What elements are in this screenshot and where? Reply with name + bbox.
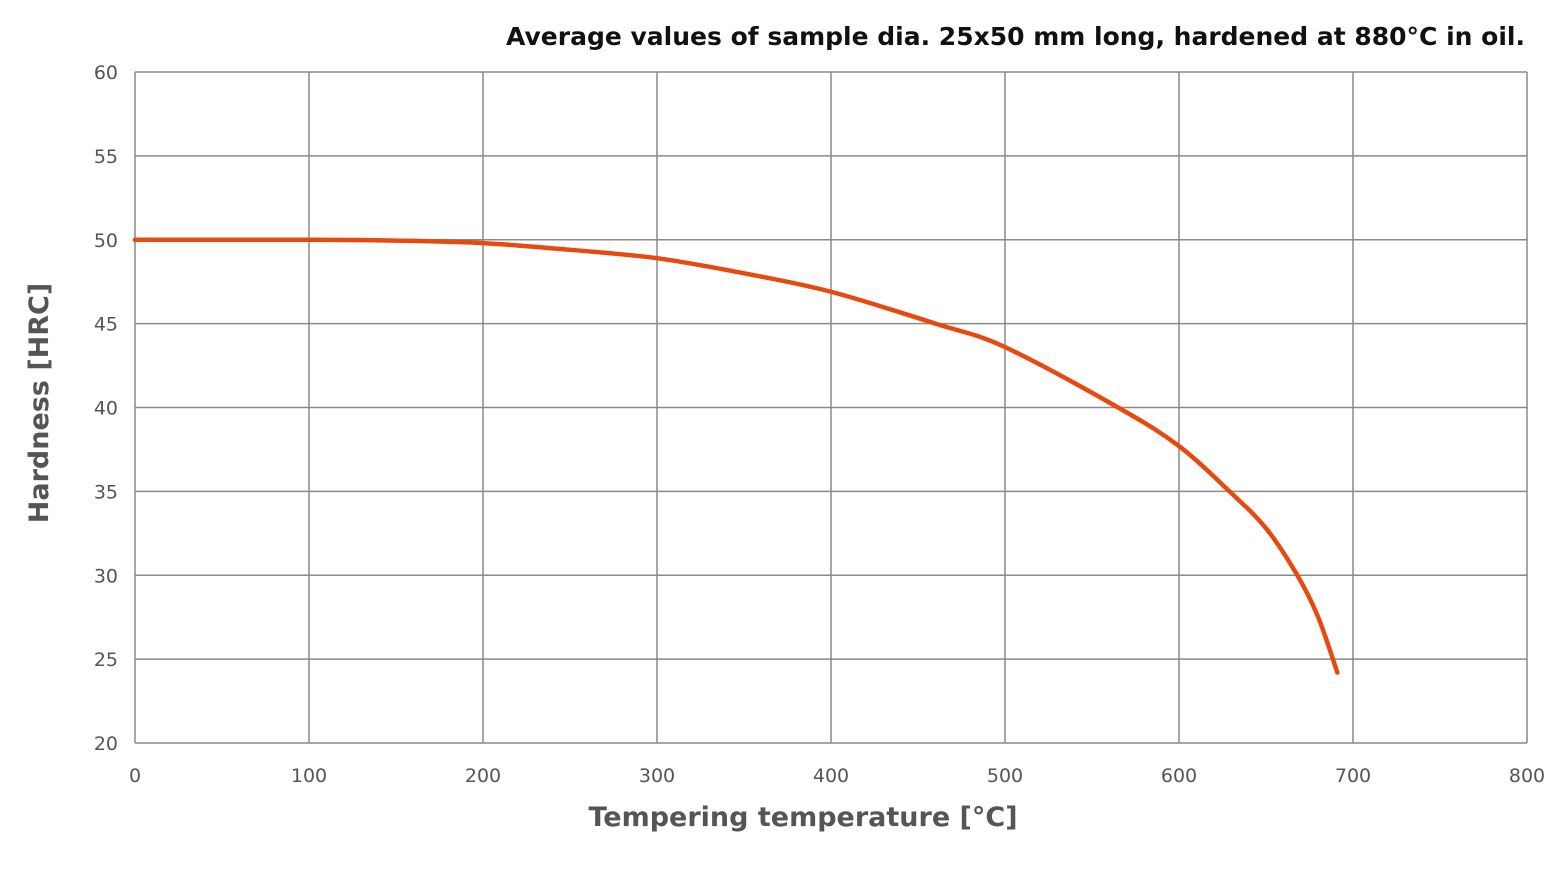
y-tick-label: 45: [94, 314, 118, 336]
x-tick-label: 800: [1509, 765, 1545, 787]
tick-labels: 0 100 200 300 400 500 600 700 800 20 25 30 35 40 45 50 5…: [94, 62, 1545, 787]
y-tick-label: 35: [94, 481, 118, 503]
chart-title: Average values of sample dia. 25x50 mm l…: [506, 22, 1525, 51]
grid: [134, 71, 1528, 744]
y-tick-label: 60: [94, 62, 118, 84]
y-tick-label: 25: [94, 649, 118, 671]
y-tick-label: 40: [94, 398, 118, 420]
x-tick-label: 700: [1335, 765, 1371, 787]
x-tick-label: 100: [291, 765, 327, 787]
x-tick-label: 200: [465, 765, 501, 787]
y-tick-label: 30: [94, 565, 118, 587]
y-tick-label: 55: [94, 146, 118, 168]
x-tick-label: 400: [813, 765, 849, 787]
x-tick-label: 300: [639, 765, 675, 787]
x-tick-label: 500: [987, 765, 1023, 787]
x-tick-label: 0: [129, 765, 141, 787]
series-layer: [132, 237, 1340, 675]
x-axis-label: Tempering temperature [°C]: [588, 802, 1017, 833]
x-tick-label: 600: [1161, 765, 1197, 787]
series-line-hardness: [132, 237, 1340, 675]
y-tick-label: 20: [94, 733, 118, 755]
y-tick-label: 50: [94, 230, 118, 252]
y-axis-label: Hardness [HRC]: [24, 283, 55, 523]
